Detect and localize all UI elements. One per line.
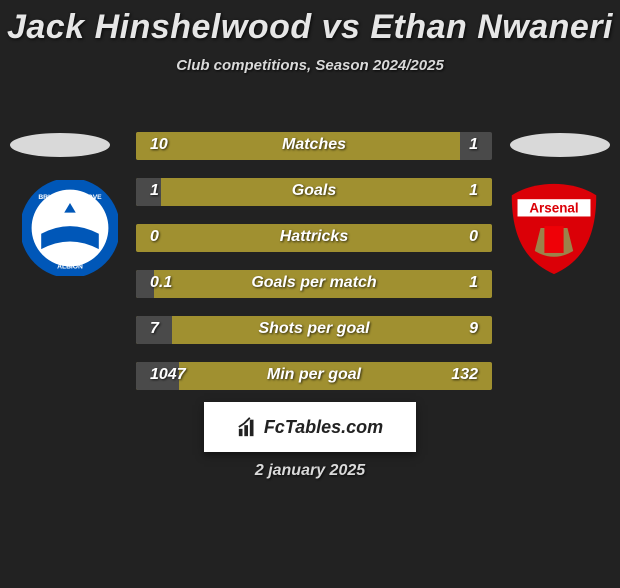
svg-text:ALBION: ALBION [57, 263, 83, 270]
stat-value-right: 9 [469, 320, 478, 338]
stat-row: Matches10 1 [136, 132, 492, 160]
stat-value-left: 10 [150, 136, 168, 154]
footer-date: 2 january 2025 [0, 462, 620, 480]
club-badge-right: Arsenal [506, 180, 602, 276]
svg-text:Arsenal: Arsenal [529, 201, 578, 216]
club-badge-left: BRIGHTON & HOVE ALBION [22, 180, 118, 276]
player-right-avatar [510, 133, 610, 157]
stat-value-right: 132 [451, 366, 478, 384]
stat-value-left: 1047 [150, 366, 186, 384]
stat-label: Hattricks [136, 228, 492, 246]
branding-logo: FcTables.com [204, 402, 416, 452]
stat-row: Goals per match0.1 1 [136, 270, 492, 298]
stat-value-left: 0 [150, 228, 159, 246]
stat-value-right: 1 [469, 182, 478, 200]
stat-label: Goals [136, 182, 492, 200]
stat-label: Matches [136, 136, 492, 154]
stat-row: Min per goal1047 132 [136, 362, 492, 390]
player-left-avatar [10, 133, 110, 157]
stats-table: Matches101Goals11Hattricks00Goals per ma… [136, 132, 492, 408]
stat-value-left: 0.1 [150, 274, 172, 292]
stat-value-right: 1 [469, 136, 478, 154]
stat-row: Hattricks0 0 [136, 224, 492, 252]
stat-value-right: 0 [469, 228, 478, 246]
stat-row: Shots per goal7 9 [136, 316, 492, 344]
stat-value-left: 7 [150, 320, 159, 338]
branding-text: FcTables.com [264, 417, 383, 438]
stat-label: Goals per match [136, 274, 492, 292]
stat-label: Shots per goal [136, 320, 492, 338]
stat-row: Goals1 1 [136, 178, 492, 206]
svg-text:BRIGHTON & HOVE: BRIGHTON & HOVE [38, 194, 102, 201]
subtitle: Club competitions, Season 2024/2025 [0, 57, 620, 74]
page-title: Jack Hinshelwood vs Ethan Nwaneri [0, 8, 620, 47]
stat-label: Min per goal [136, 366, 492, 384]
stat-value-right: 1 [469, 274, 478, 292]
stat-value-left: 1 [150, 182, 159, 200]
